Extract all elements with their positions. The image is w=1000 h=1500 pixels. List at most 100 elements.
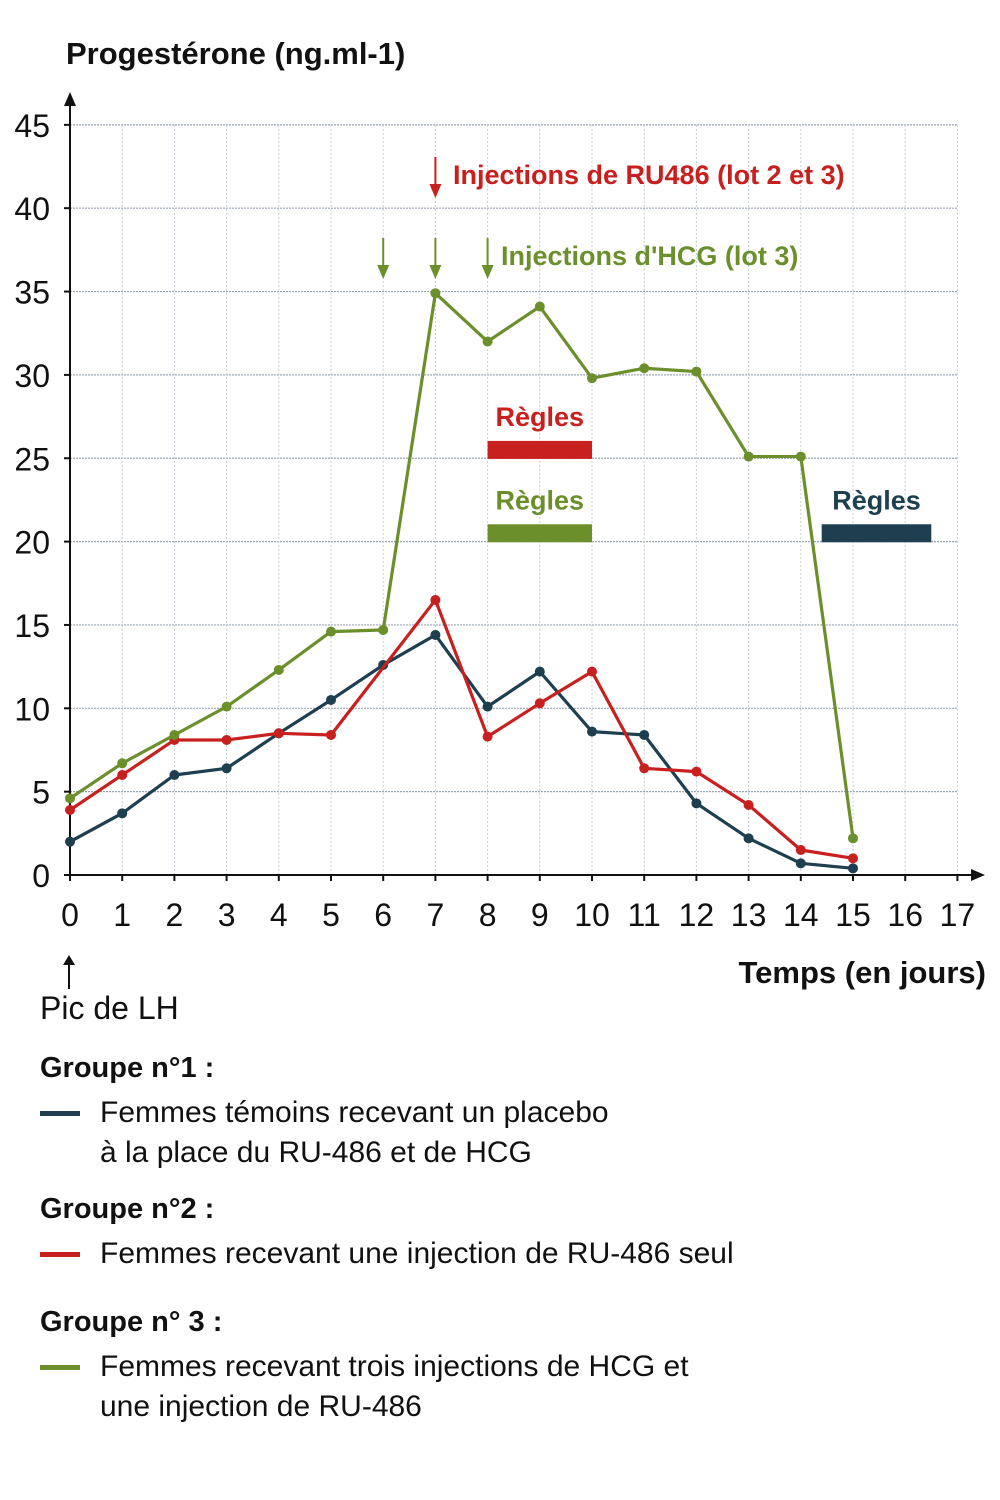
y-tick-label: 10 <box>14 691 50 727</box>
data-point-group-1 <box>482 701 493 712</box>
data-point-group-1 <box>848 863 858 874</box>
lh-peak-arrow-icon <box>63 955 75 989</box>
x-tick-label: 8 <box>479 897 497 933</box>
x-tick-label: 10 <box>574 897 610 933</box>
legend-group-2: Groupe n°2 : Femmes recevant une injecti… <box>40 1193 980 1274</box>
legend-group-1-title: Groupe n°1 : <box>40 1052 215 1084</box>
regles-bar-2 <box>487 524 592 543</box>
x-axis-title: Temps (en jours) <box>738 955 986 990</box>
legend-group-3-swatch <box>40 1365 80 1370</box>
x-tick-label: 7 <box>427 897 445 933</box>
ru486-injection-label: Injections de RU486 (lot 2 et 3) <box>453 160 845 190</box>
x-tick-label: 12 <box>679 897 715 933</box>
data-point-group-3 <box>743 451 754 462</box>
hcg-arrow-icon-head <box>429 265 442 279</box>
hcg-injection-label: Injections d'HCG (lot 3) <box>501 241 798 271</box>
data-point-group-3 <box>221 701 232 712</box>
legend-group-1: Groupe n°1 : Femmes témoins recevant un … <box>40 1052 980 1173</box>
data-point-group-1 <box>326 694 336 705</box>
data-point-group-1 <box>587 726 597 737</box>
regles-label-2: Règles <box>496 485 585 515</box>
y-tick-label: 0 <box>32 858 50 894</box>
x-tick-label: 15 <box>835 897 871 933</box>
x-axis-arrow-icon <box>971 869 985 881</box>
legend-group-2-swatch <box>40 1252 80 1257</box>
legend-group-1-swatch <box>40 1111 80 1116</box>
y-axis-title: Progestérone (ng.ml-1) <box>66 36 406 71</box>
data-point-group-2 <box>117 769 128 780</box>
data-point-group-3 <box>848 833 858 844</box>
data-point-group-2 <box>65 804 75 815</box>
y-tick-label: 20 <box>14 525 50 561</box>
data-point-group-2 <box>430 594 441 605</box>
regles-bar-3 <box>821 524 932 543</box>
x-tick-label: 6 <box>374 897 392 933</box>
x-tick-label: 14 <box>783 897 819 933</box>
data-point-group-3 <box>482 336 493 347</box>
y-tick-label: 30 <box>14 358 50 394</box>
x-tick-label: 9 <box>531 897 549 933</box>
y-tick-label: 35 <box>14 275 50 311</box>
y-tick-label: 5 <box>32 775 50 811</box>
data-point-group-2 <box>639 763 650 774</box>
legend-group-1-line-1: Femmes témoins recevant un placebo <box>100 1096 609 1129</box>
data-point-group-3 <box>169 729 180 740</box>
series-line-group-3 <box>69 291 855 839</box>
x-tick-label: 1 <box>113 897 131 933</box>
legend-group-3-line-1: Femmes recevant trois injections de HCG … <box>100 1350 689 1383</box>
lh-peak-label: Pic de LH <box>40 990 179 1026</box>
regles-label-3: Règles <box>832 485 921 515</box>
y-tick-label: 40 <box>14 191 50 227</box>
legend-group-3-title: Groupe n° 3 : <box>40 1306 223 1338</box>
data-point-group-1 <box>169 769 180 780</box>
x-tick-label: 4 <box>270 897 288 933</box>
y-tick-label: 45 <box>14 108 50 144</box>
data-point-group-2 <box>587 666 597 677</box>
y-tick-label: 15 <box>14 608 50 644</box>
data-point-group-2 <box>743 799 754 810</box>
data-point-group-3 <box>117 758 128 769</box>
data-point-group-3 <box>65 793 75 804</box>
regles-bar-1 <box>487 440 592 459</box>
x-tick-label: 16 <box>887 897 923 933</box>
data-point-group-2 <box>534 698 545 709</box>
data-point-group-1 <box>117 808 128 819</box>
x-tick-label: 3 <box>218 897 236 933</box>
ru486-arrow-icon-head <box>429 184 442 198</box>
y-axis-arrow-icon <box>64 92 76 106</box>
legend-group-1-line-2: à la place du RU-486 et de HCG <box>100 1136 532 1169</box>
data-point-group-3 <box>378 624 389 635</box>
x-tick-label: 13 <box>731 897 767 933</box>
y-tick-label: 25 <box>14 441 50 477</box>
x-tick-label: 2 <box>166 897 184 933</box>
data-point-group-1 <box>430 629 441 640</box>
data-point-group-1 <box>743 833 754 844</box>
data-point-group-2 <box>482 731 493 742</box>
hcg-arrow-icon-head <box>377 265 390 279</box>
x-tick-label: 0 <box>61 897 79 933</box>
legend-group-2-title: Groupe n°2 : <box>40 1193 215 1225</box>
data-point-group-3 <box>795 451 806 462</box>
legend-group-3-line-2: une injection de RU-486 <box>100 1390 422 1423</box>
data-point-group-1 <box>534 666 545 677</box>
data-point-group-1 <box>795 858 806 869</box>
data-point-group-1 <box>639 729 650 740</box>
data-point-group-3 <box>430 288 441 299</box>
data-point-group-1 <box>65 836 75 847</box>
legend: Groupe n°1 : Femmes témoins recevant un … <box>40 1052 980 1427</box>
regles-label-1: Règles <box>496 402 585 432</box>
data-point-group-2 <box>691 766 702 777</box>
hcg-arrow-icon-head <box>481 265 494 279</box>
data-point-group-2 <box>848 853 858 864</box>
data-point-group-1 <box>221 763 232 774</box>
data-point-group-1 <box>691 798 702 809</box>
data-point-group-3 <box>691 366 702 377</box>
data-point-group-3 <box>273 664 284 675</box>
x-tick-label: 11 <box>628 897 661 933</box>
data-point-group-3 <box>326 626 336 637</box>
x-tick-label: 17 <box>940 897 976 933</box>
x-tick-label: 5 <box>322 897 340 933</box>
data-point-group-2 <box>326 729 336 740</box>
data-point-group-3 <box>534 301 545 312</box>
